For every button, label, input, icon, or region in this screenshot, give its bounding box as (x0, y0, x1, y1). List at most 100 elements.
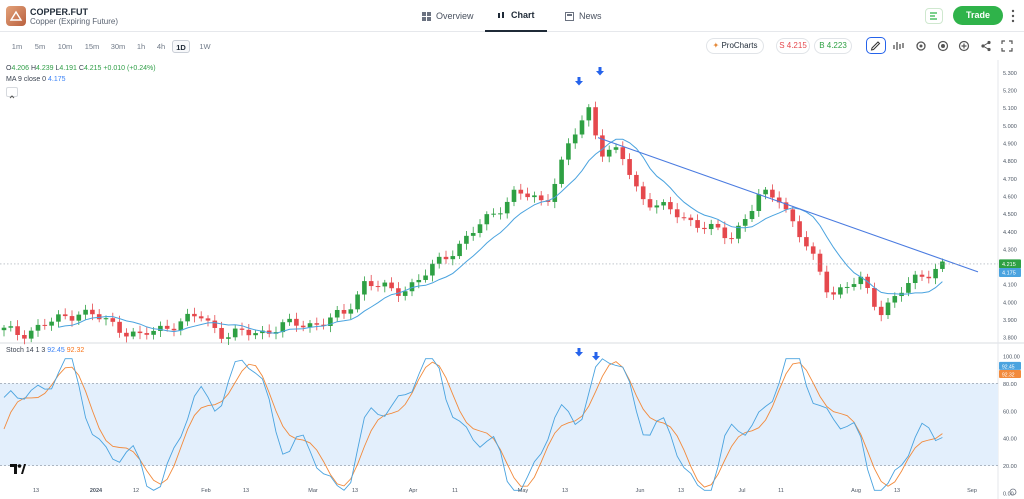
ma-price-label: 4.175 (1002, 271, 1016, 277)
trendline[interactable] (597, 137, 979, 273)
candle-body (661, 202, 666, 206)
candle-body (736, 225, 741, 239)
candle-body (613, 147, 619, 150)
candle-body (69, 316, 75, 321)
candle-body (919, 274, 925, 277)
timeframe-1W[interactable]: 1W (199, 42, 211, 51)
candle-body (294, 318, 299, 326)
axis-settings-icon[interactable] (1009, 488, 1017, 496)
fullscreen-icon[interactable] (1001, 40, 1013, 52)
time-tick-label: Sep (967, 488, 977, 494)
candle-body (76, 314, 82, 321)
tab-overview-label: Overview (436, 11, 474, 21)
candle-body (212, 320, 218, 328)
candle-body (232, 328, 238, 338)
timeframe-1h[interactable]: 1h (136, 42, 146, 51)
price-tick-label: 4.900 (1003, 141, 1017, 147)
ohlc-close-label: C (78, 65, 84, 72)
trade-button[interactable]: Trade (953, 6, 1003, 25)
sell-price-button[interactable]: S 4.215 (776, 38, 810, 54)
candle-body (130, 331, 136, 337)
candle-body (579, 120, 585, 135)
procharts-button[interactable]: ✦ ProCharts (706, 38, 764, 54)
candle-body (504, 201, 510, 214)
candle-body (355, 294, 360, 310)
candle-body (83, 309, 88, 315)
tab-overview[interactable]: Overview (422, 0, 474, 32)
time-tick-label: 12 (133, 488, 139, 494)
indicators-icon[interactable] (893, 40, 905, 52)
price-tick-label: 4.400 (1003, 230, 1017, 236)
camera-icon[interactable] (937, 40, 949, 52)
stoch-arrow-marker (575, 348, 583, 357)
ma-price-tag (999, 268, 1021, 277)
stoch-tick-label: 40.00 (1003, 437, 1017, 443)
collapse-legend-button[interactable] (6, 87, 18, 99)
draw-tool-button[interactable] (866, 37, 886, 54)
candle-body (627, 159, 632, 175)
settings-icon[interactable] (915, 40, 927, 52)
candle-body (226, 337, 231, 339)
candle-body (253, 333, 258, 336)
more-vertical-icon[interactable] (1011, 9, 1015, 23)
tab-news[interactable]: News (565, 0, 602, 32)
tab-chart-label: Chart (511, 10, 535, 20)
candle-body (137, 331, 143, 334)
timeframe-5m[interactable]: 5m (34, 42, 46, 51)
stoch-neutral-band (0, 383, 998, 466)
candle-body (674, 209, 680, 218)
candle-body (178, 321, 184, 331)
timeframe-1m[interactable]: 1m (11, 42, 23, 51)
candle-body (300, 325, 306, 328)
candle-body (695, 220, 700, 228)
buy-price-button[interactable]: B 4.223 (814, 38, 852, 54)
timeframe-15m[interactable]: 15m (84, 42, 100, 51)
candle-body (341, 309, 347, 314)
time-tick-label: Jul (738, 488, 745, 494)
candle-body (409, 282, 415, 292)
candle-body (525, 193, 530, 198)
candle-body (566, 143, 571, 160)
stoch-tick-label: 20.00 (1003, 464, 1017, 470)
candle-body (49, 321, 54, 326)
candle-body (484, 214, 490, 225)
last-price-label: 4.215 (1002, 262, 1016, 268)
timeframe-10m[interactable]: 10m (57, 42, 73, 51)
price-tick-label: 4.700 (1003, 177, 1017, 183)
tab-chart[interactable]: Chart (485, 0, 547, 32)
timeframe-4h[interactable]: 4h (156, 42, 166, 51)
stoch-legend[interactable]: Stoch 14 1 3 92.45 92.32 (6, 347, 84, 354)
timeframe-1D[interactable]: 1D (172, 40, 190, 53)
price-tick-label: 4.000 (1003, 300, 1017, 306)
candle-body (185, 313, 190, 322)
procharts-icon: ✦ (712, 41, 720, 50)
candle-body (110, 318, 116, 322)
timeframe-30m[interactable]: 30m (110, 42, 126, 51)
candle-body (790, 209, 796, 222)
candle-body (307, 323, 313, 328)
time-tick-label: 13 (33, 488, 39, 494)
time-tick-label: Apr (409, 488, 418, 494)
add-alert-icon[interactable] (958, 40, 970, 52)
time-tick-label: 11 (452, 488, 458, 494)
price-chart[interactable]: 5.300 5.200 5.100 5.000 4.900 4.800 4.700 4.600… (0, 60, 1024, 499)
price-tick-label: 4.300 (1003, 247, 1017, 253)
candle-body (314, 323, 320, 325)
time-tick-label: 13 (678, 488, 684, 494)
candle-body (892, 296, 898, 303)
candle-body (450, 256, 456, 260)
price-tick-label: 5.000 (1003, 124, 1017, 130)
candle-body (756, 194, 762, 211)
last-price-tag (999, 259, 1021, 269)
ma-legend[interactable]: MA 9 close 0 4.175 (6, 76, 66, 83)
candle-body (464, 235, 469, 244)
candle-body (287, 318, 292, 323)
ma-value: 4.175 (48, 76, 66, 83)
candle-body (56, 314, 61, 322)
procharts-label: ProCharts (721, 41, 758, 50)
share-icon[interactable] (980, 40, 992, 52)
candle-body (375, 286, 381, 288)
candle-body (430, 263, 435, 276)
stoch-k-tag-label: 92.45 (1002, 364, 1015, 370)
watchlist-button[interactable] (925, 8, 943, 24)
